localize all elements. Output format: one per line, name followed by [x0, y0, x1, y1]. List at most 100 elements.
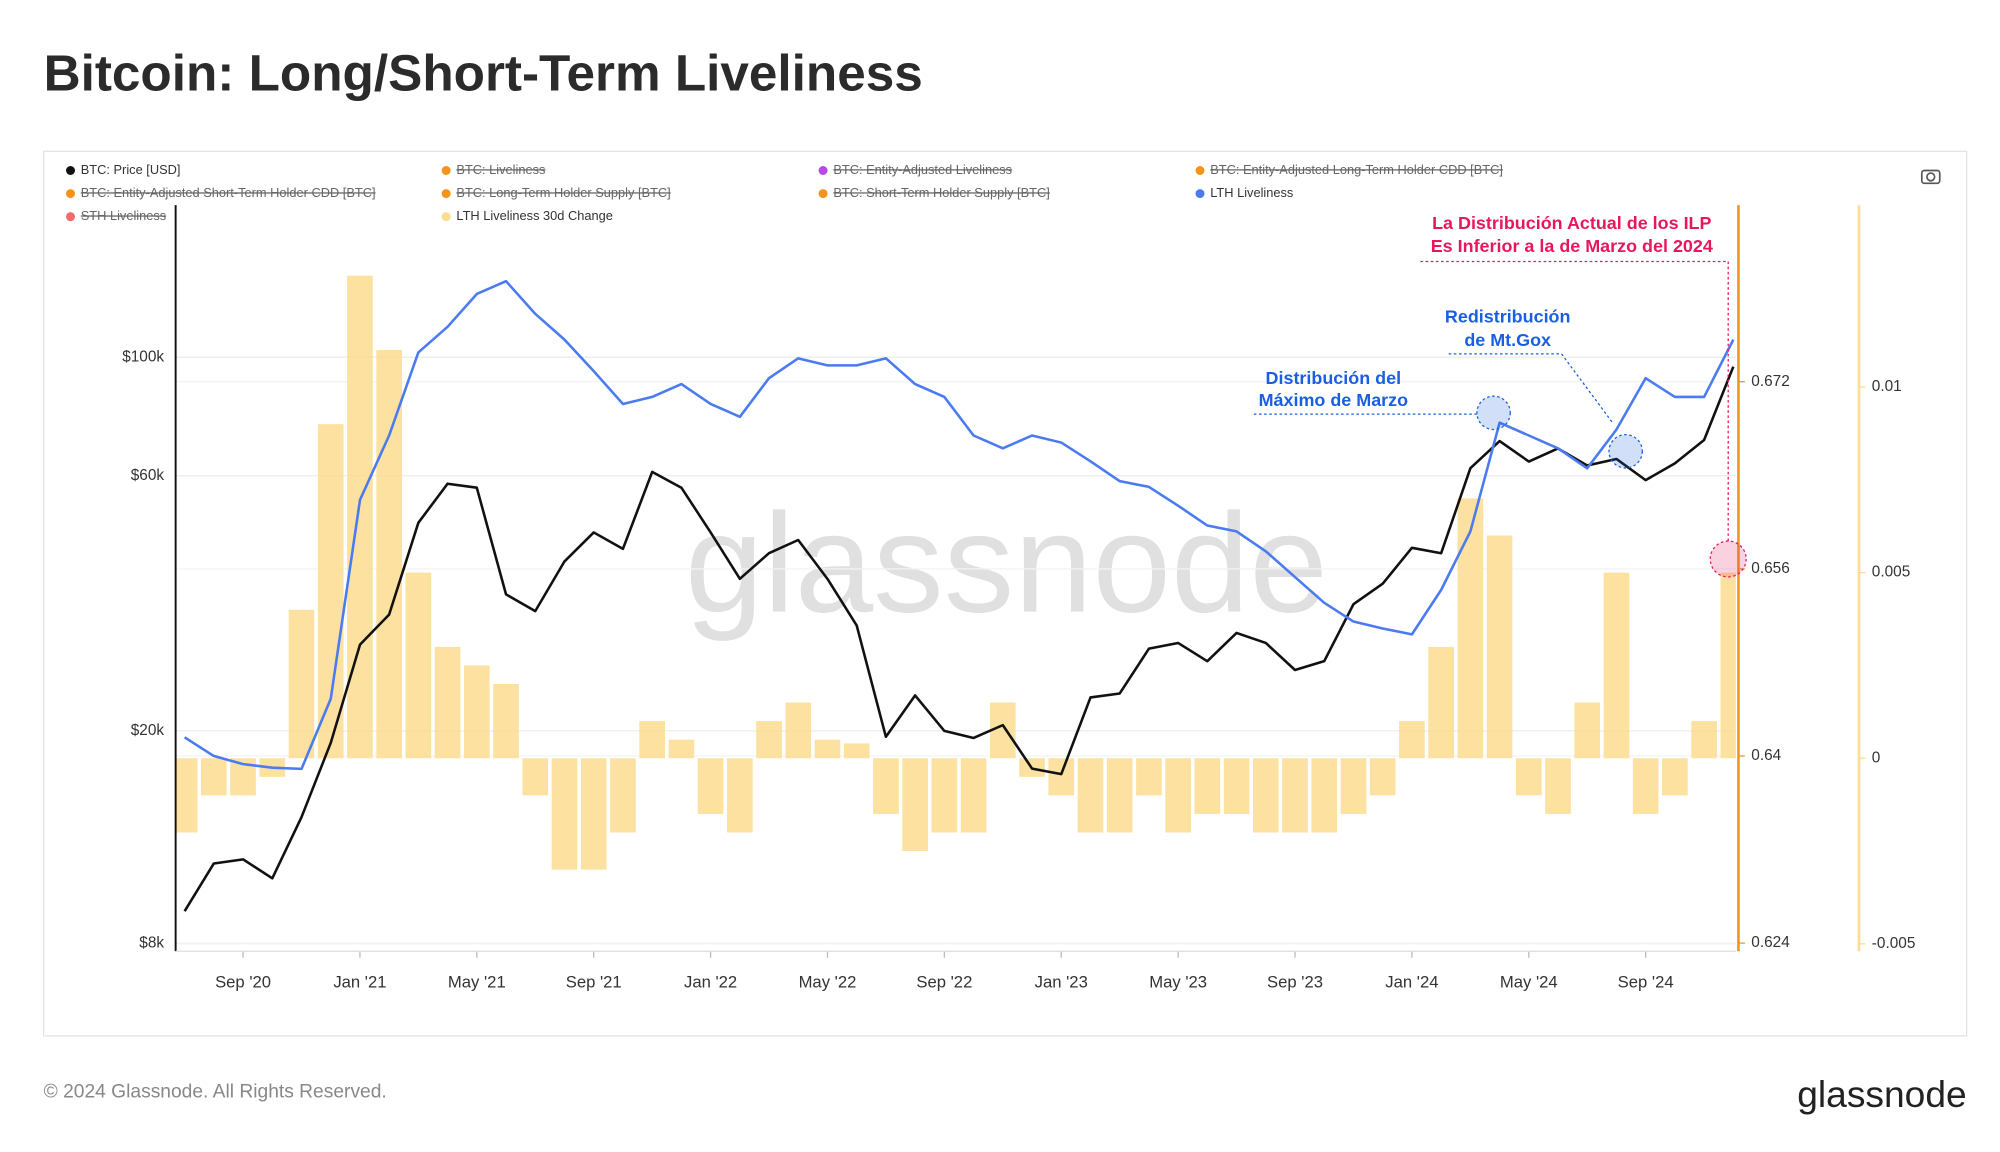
legend-swatch[interactable]	[1195, 166, 1205, 175]
legend-label[interactable]: BTC: Entity-Adjusted Long-Term Holder CD…	[1210, 162, 1503, 177]
legend-label[interactable]: STH Liveliness	[81, 208, 166, 223]
bar	[756, 721, 782, 759]
bar	[376, 349, 402, 759]
y3-tick-label: 0.005	[1872, 564, 1910, 581]
y2-tick-label: 0.64	[1751, 747, 1781, 764]
x-tick-label: Sep '22	[916, 973, 972, 992]
y3-tick-label: -0.005	[1872, 935, 1916, 952]
bar	[175, 758, 198, 833]
y3-tick-label: 0	[1872, 749, 1881, 766]
bar	[960, 758, 987, 833]
bar	[873, 758, 899, 814]
x-tick-label: Jan '23	[1035, 973, 1088, 992]
legend-swatch[interactable]	[441, 166, 451, 175]
x-tick-label: Sep '20	[215, 973, 271, 992]
bar	[1369, 758, 1396, 796]
bar	[1282, 758, 1308, 833]
y-tick-label: $8k	[139, 935, 164, 952]
legend-label[interactable]: BTC: Liveliness	[456, 162, 545, 177]
bar	[1048, 758, 1075, 796]
x-tick-label: Jan '22	[684, 973, 737, 992]
camera-icon[interactable]	[1920, 169, 1941, 185]
bar	[697, 758, 724, 814]
y-tick-label: $100k	[122, 348, 164, 365]
bar	[317, 424, 344, 759]
y-tick-label: $20k	[131, 722, 165, 739]
annotation: Máximo de Marzo	[1259, 390, 1409, 410]
bar	[1106, 758, 1133, 833]
bar	[1399, 721, 1425, 759]
bar	[1194, 758, 1221, 814]
bar	[1545, 758, 1571, 814]
annotation: Distribución del	[1266, 368, 1402, 388]
bar	[726, 758, 753, 833]
legend-swatch[interactable]	[441, 189, 451, 199]
bar	[434, 646, 461, 759]
x-tick-label: Jan '21	[333, 973, 386, 992]
x-tick-label: May '22	[799, 973, 857, 992]
bar	[931, 758, 958, 833]
bar	[1662, 758, 1688, 796]
bar	[785, 702, 812, 759]
x-tick-label: Jan '24	[1385, 973, 1438, 992]
bar	[1603, 572, 1630, 759]
bar	[843, 743, 870, 759]
bar	[201, 758, 227, 796]
bar	[1428, 646, 1454, 759]
annotation: Es Inferior a la de Marzo del 2024	[1431, 236, 1713, 256]
legend-swatch[interactable]	[1195, 189, 1205, 199]
annotation-leader	[1448, 353, 1614, 424]
plot-area	[175, 275, 1736, 912]
legend-swatch[interactable]	[66, 212, 75, 222]
bar	[1457, 498, 1484, 759]
bar	[522, 758, 549, 796]
legend-label[interactable]: BTC: Entity-Adjusted Short-Term Holder C…	[81, 185, 376, 200]
annotation: Redistribución	[1445, 307, 1571, 327]
bar	[1632, 758, 1659, 814]
bar	[1515, 758, 1542, 796]
bar	[1340, 758, 1367, 814]
legend-label[interactable]: LTH Liveliness	[1210, 185, 1293, 200]
legend-label[interactable]: BTC: Entity-Adjusted Liveliness	[833, 162, 1012, 177]
annotation-marker	[1709, 540, 1747, 578]
x-tick-label: May '23	[1149, 973, 1207, 992]
legend-swatch[interactable]	[66, 166, 75, 175]
y-tick-label: $60k	[131, 467, 165, 484]
bar	[1136, 758, 1162, 796]
bar	[347, 275, 373, 759]
legend-label[interactable]: BTC: Long-Term Holder Supply [BTC]	[456, 185, 670, 200]
bar	[493, 684, 519, 759]
series-line	[183, 279, 1735, 771]
legend-swatch[interactable]	[66, 189, 75, 199]
x-tick-label: Sep '21	[566, 973, 622, 992]
bar	[1165, 758, 1191, 833]
copyright: © 2024 Glassnode. All Rights Reserved.	[44, 1081, 387, 1102]
bar	[1311, 758, 1338, 833]
logo: glassnode	[1797, 1073, 1966, 1115]
legend-swatch[interactable]	[818, 189, 828, 199]
annotation: de Mt.Gox	[1464, 330, 1551, 350]
legend-label[interactable]: LTH Liveliness 30d Change	[456, 208, 612, 223]
page-title: Bitcoin: Long/Short-Term Liveliness	[44, 44, 923, 101]
y2-tick-label: 0.624	[1751, 934, 1790, 951]
bar	[405, 572, 432, 759]
x-tick-label: May '21	[448, 973, 506, 992]
bar	[814, 739, 841, 759]
series-line	[183, 366, 1735, 912]
bar	[902, 758, 928, 852]
annotation-marker	[1476, 395, 1511, 431]
legend-swatch[interactable]	[818, 166, 828, 175]
annotation: La Distribución Actual de los ILP	[1432, 213, 1711, 233]
y3-tick-label: 0.01	[1872, 378, 1902, 395]
annotation-marker	[1608, 433, 1643, 469]
bar	[639, 721, 665, 759]
legend-label[interactable]: BTC: Short-Term Holder Supply [BTC]	[833, 185, 1049, 200]
legend-swatch[interactable]	[441, 212, 451, 222]
bar	[1252, 758, 1279, 833]
bar	[1486, 535, 1513, 759]
legend-label[interactable]: BTC: Price [USD]	[81, 162, 181, 177]
bar	[989, 702, 1016, 759]
bar	[1691, 721, 1717, 759]
y2-tick-label: 0.672	[1751, 373, 1789, 390]
